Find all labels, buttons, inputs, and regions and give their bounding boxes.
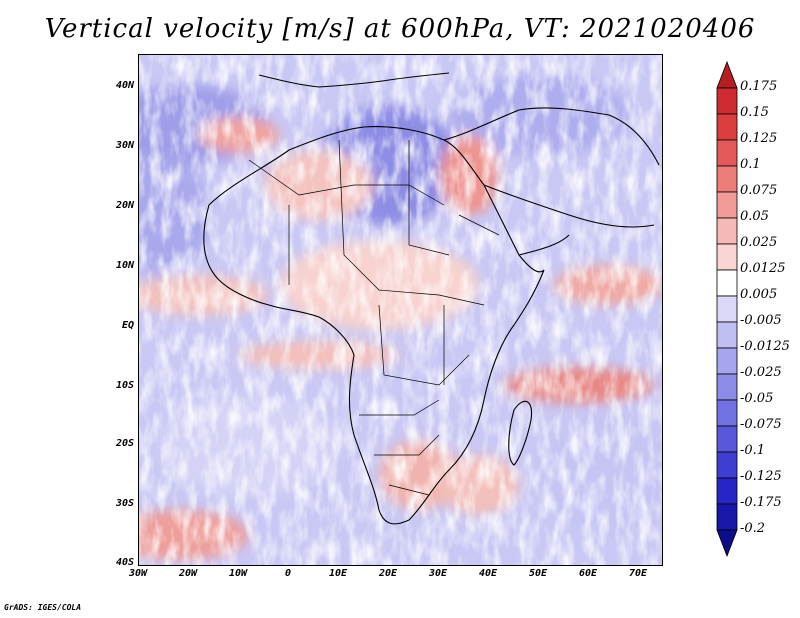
colorbar-cells bbox=[716, 60, 738, 558]
colorbar-cell bbox=[716, 503, 738, 531]
colorbar-label: -0.05 bbox=[740, 391, 774, 406]
texture bbox=[139, 55, 662, 565]
lon-label-70e: 70E bbox=[628, 568, 648, 579]
colorbar-label: 0.15 bbox=[740, 105, 769, 120]
colorbar-label: -0.175 bbox=[740, 495, 782, 510]
colorbar bbox=[716, 60, 738, 558]
colorbar-cell bbox=[716, 87, 738, 115]
lon-label-20w: 20W bbox=[178, 568, 198, 579]
colorbar-label: 0.175 bbox=[740, 79, 778, 94]
lat-label-10n: 10N bbox=[115, 260, 134, 271]
colorbar-label: 0.0125 bbox=[740, 261, 786, 276]
colorbar-cell bbox=[716, 477, 738, 505]
colorbar-label: 0.05 bbox=[740, 209, 769, 224]
colorbar-cell bbox=[716, 269, 738, 297]
lat-label-20s: 20S bbox=[115, 438, 134, 449]
colorbar-label: -0.005 bbox=[740, 313, 782, 328]
colorbar-cell bbox=[716, 451, 738, 479]
colorbar-label: -0.2 bbox=[740, 521, 766, 536]
colorbar-cell bbox=[716, 243, 738, 271]
colorbar-cell bbox=[716, 139, 738, 167]
lat-label-20n: 20N bbox=[115, 200, 134, 211]
lat-label-30s: 30S bbox=[115, 498, 134, 509]
colorbar-label: -0.075 bbox=[740, 417, 782, 432]
lon-label-0: 0 bbox=[284, 568, 292, 579]
lon-label-30e: 30E bbox=[428, 568, 448, 579]
colorbar-cell bbox=[716, 425, 738, 453]
colorbar-cell bbox=[716, 165, 738, 193]
coastlines bbox=[203, 72, 660, 525]
lat-label-eq: EQ bbox=[121, 320, 134, 331]
lon-label-10e: 10E bbox=[328, 568, 348, 579]
triangle-up-icon bbox=[716, 60, 738, 89]
colorbar-cell bbox=[716, 113, 738, 141]
colorbar-cell bbox=[716, 373, 738, 401]
colorbar-label: -0.0125 bbox=[740, 339, 790, 354]
velocity-map bbox=[139, 55, 662, 565]
colorbar-cell bbox=[716, 347, 738, 375]
lat-label-10s: 10S bbox=[115, 380, 134, 391]
chart-title: Vertical velocity [m/s] at 600hPa, VT: 2… bbox=[44, 14, 756, 44]
lon-label-60e: 60E bbox=[578, 568, 598, 579]
lat-label-40n: 40N bbox=[115, 80, 134, 91]
colorbar-label: 0.025 bbox=[740, 235, 778, 250]
colorbar-label: 0.1 bbox=[740, 157, 761, 172]
colorbar-label: -0.125 bbox=[740, 469, 782, 484]
lon-label-10w: 10W bbox=[228, 568, 248, 579]
colorbar-label: 0.075 bbox=[740, 183, 778, 198]
lon-label-30w: 30W bbox=[128, 568, 148, 579]
lon-label-50e: 50E bbox=[528, 568, 548, 579]
colorbar-cell bbox=[716, 399, 738, 427]
lon-label-20e: 20E bbox=[378, 568, 398, 579]
grads-credit: GrADS: IGES/COLA bbox=[4, 603, 82, 612]
colorbar-cell bbox=[716, 321, 738, 349]
colorbar-label: 0.005 bbox=[740, 287, 778, 302]
lat-label-40s: 40S bbox=[115, 557, 134, 568]
triangle-down-icon bbox=[716, 529, 738, 558]
colorbar-cell bbox=[716, 295, 738, 323]
colorbar-label: -0.025 bbox=[740, 365, 782, 380]
colorbar-label: 0.125 bbox=[740, 131, 778, 146]
colorbar-cell bbox=[716, 191, 738, 219]
lon-label-40e: 40E bbox=[478, 568, 498, 579]
colorbar-cell bbox=[716, 217, 738, 245]
colorbar-label: -0.1 bbox=[740, 443, 766, 458]
lat-label-30n: 30N bbox=[115, 140, 134, 151]
map-area bbox=[138, 54, 663, 566]
borders bbox=[248, 139, 500, 496]
